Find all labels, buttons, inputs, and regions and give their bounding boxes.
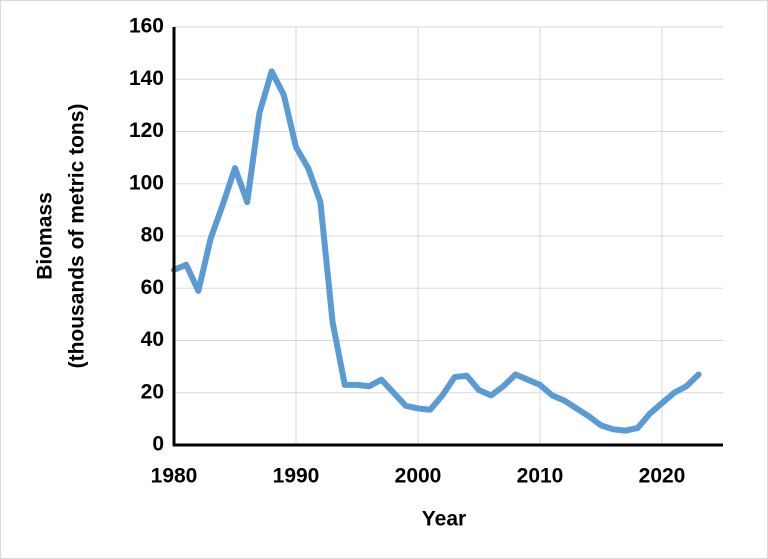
y-tick-label: 20 [141,380,164,403]
x-tick-label: 1990 [273,465,320,488]
y-tick-label: 40 [141,328,164,351]
x-axis-label: Year [422,508,466,531]
y-tick-label: 160 [129,15,164,38]
y-tick-label: 80 [141,224,164,247]
data-line [171,68,702,434]
y-tick-label: 0 [152,433,164,456]
y-tick-label: 140 [129,67,164,90]
x-tick-label: 2020 [639,465,686,488]
y-tick-label: 100 [129,171,164,194]
x-tick-label: 2000 [395,465,442,488]
y-tick-label: 60 [141,276,164,299]
marks [171,68,702,434]
y-axis-label: (thousands of metric tons) [66,104,89,369]
y-axis-label: Biomass [34,192,57,280]
y-tick-label: 120 [129,119,164,142]
x-tick-label: 2010 [517,465,564,488]
x-tick-label: 1980 [151,465,198,488]
